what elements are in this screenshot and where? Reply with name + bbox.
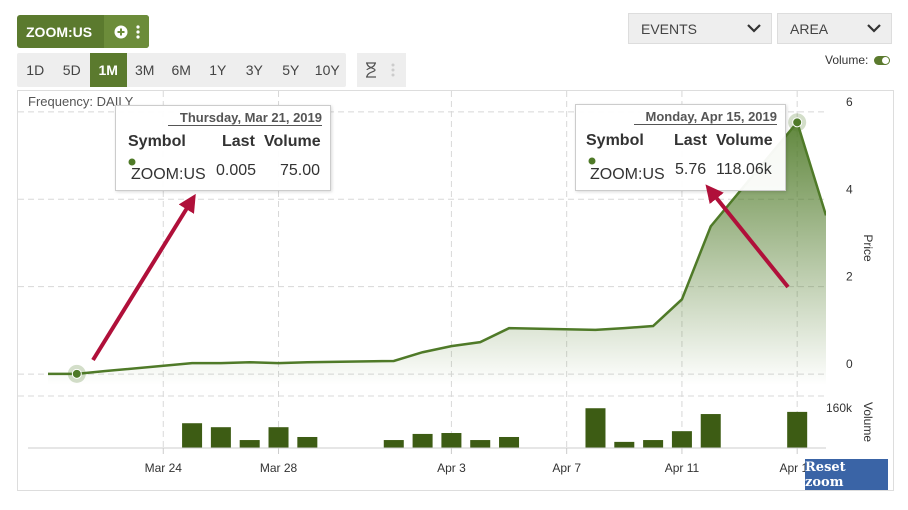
volume-bar — [383, 440, 404, 448]
hover-point — [792, 117, 803, 128]
toggle-switch[interactable] — [874, 55, 891, 65]
chevron — [867, 24, 881, 33]
hourglass-button[interactable] — [357, 53, 406, 87]
volume-bar — [470, 440, 491, 448]
volume-bar — [585, 408, 606, 448]
volume-bar — [268, 427, 289, 448]
tooltip-last: 5.76 — [675, 161, 707, 178]
chevron — [747, 24, 761, 33]
x-tick-label: Mar 24 — [145, 461, 183, 475]
y-tick-label: 0 — [846, 357, 853, 371]
x-tick-label: Apr 3 — [437, 461, 466, 475]
volume-bar — [643, 440, 664, 448]
y-tick-label: 6 — [846, 95, 853, 109]
type-dropdown[interactable]: AREA — [777, 13, 892, 44]
frequency-label: Frequency: DAILY — [28, 94, 134, 109]
x-tick-label: Apr 11 — [665, 461, 700, 475]
volume-bar — [297, 436, 318, 448]
volume-bar — [614, 441, 635, 448]
y2-axis-title: Volume — [861, 402, 875, 442]
range-button[interactable]: 5D — [62, 62, 81, 78]
price-line — [48, 119, 826, 376]
tooltip-header: Symbol — [128, 133, 186, 150]
menu-icon — [391, 63, 395, 77]
chart-panel — [17, 90, 894, 491]
range-button[interactable]: 6M — [171, 62, 191, 78]
series-dot — [588, 157, 596, 165]
tooltip-last: 0.005 — [216, 162, 257, 179]
tooltip-header: Symbol — [586, 132, 644, 149]
tooltip-header: Volume — [716, 132, 773, 149]
tooltip-date: Thursday, Mar 21, 2019 — [167, 110, 322, 126]
y2-tick-label: 160k — [826, 401, 853, 415]
volume-bar — [499, 436, 520, 448]
range-button[interactable]: 1D — [26, 62, 45, 78]
tooltip-symbol: ZOOM:US — [131, 166, 206, 183]
range-button[interactable]: 5Y — [282, 62, 300, 78]
events-dropdown[interactable]: EVENTS — [628, 13, 772, 44]
volume-bar — [700, 414, 721, 448]
volume-bar — [671, 431, 692, 448]
volume-bar — [787, 411, 808, 448]
y-tick-label: 4 — [846, 182, 853, 196]
tooltip-date: Monday, Apr 15, 2019 — [633, 109, 777, 125]
dropdown-label: AREA — [790, 20, 829, 37]
range-button[interactable]: 1M — [90, 53, 127, 87]
hover-point — [71, 368, 82, 379]
tooltip-symbol: ZOOM:US — [590, 166, 665, 183]
hourglass-icon — [366, 62, 376, 78]
volume-toggle-label: Volume: — [825, 53, 869, 67]
symbol-button[interactable]: ZOOM:US — [17, 15, 149, 48]
tooltip-header: Last — [674, 132, 707, 149]
volume-bar — [441, 433, 462, 448]
y-tick-label: 2 — [846, 270, 853, 284]
range-button[interactable]: 3M — [135, 62, 155, 78]
dropdown-label: EVENTS — [641, 20, 698, 37]
reset-zoom-button[interactable]: Reset zoom — [805, 459, 888, 490]
symbol-name: ZOOM:US — [26, 23, 93, 40]
y-axis-title: Price — [861, 234, 875, 262]
volume-bar — [210, 427, 231, 448]
series-dot — [128, 158, 136, 166]
range-button[interactable]: 10Y — [314, 62, 340, 78]
tooltip: Monday, Apr 15, 2019 Symbol Last Volume … — [575, 104, 786, 191]
add-icon — [114, 25, 128, 38]
range-selector: 1D 5D 1M 3M 6M 1Y 3Y 5Y 10Y — [17, 53, 346, 87]
symbol-actions[interactable] — [104, 15, 149, 48]
x-tick-label: Apr 7 — [552, 461, 581, 475]
area-fill — [48, 122, 826, 385]
tooltip-volume: 75.00 — [280, 162, 321, 179]
volume-bar — [182, 423, 203, 448]
volume-bar — [412, 433, 433, 448]
volume-bar — [239, 440, 260, 448]
tooltip-header: Last — [222, 133, 255, 150]
range-button[interactable]: 3Y — [245, 62, 263, 78]
x-tick-label: Mar 28 — [260, 461, 298, 475]
menu-icon — [136, 24, 140, 39]
tooltip-header: Volume — [264, 133, 321, 150]
volume-toggle[interactable]: Volume: — [825, 53, 891, 67]
range-button[interactable]: 1Y — [209, 62, 227, 78]
tooltip: Thursday, Mar 21, 2019 Symbol Last Volum… — [115, 105, 331, 191]
tooltip-volume: 118.06k — [716, 161, 772, 178]
